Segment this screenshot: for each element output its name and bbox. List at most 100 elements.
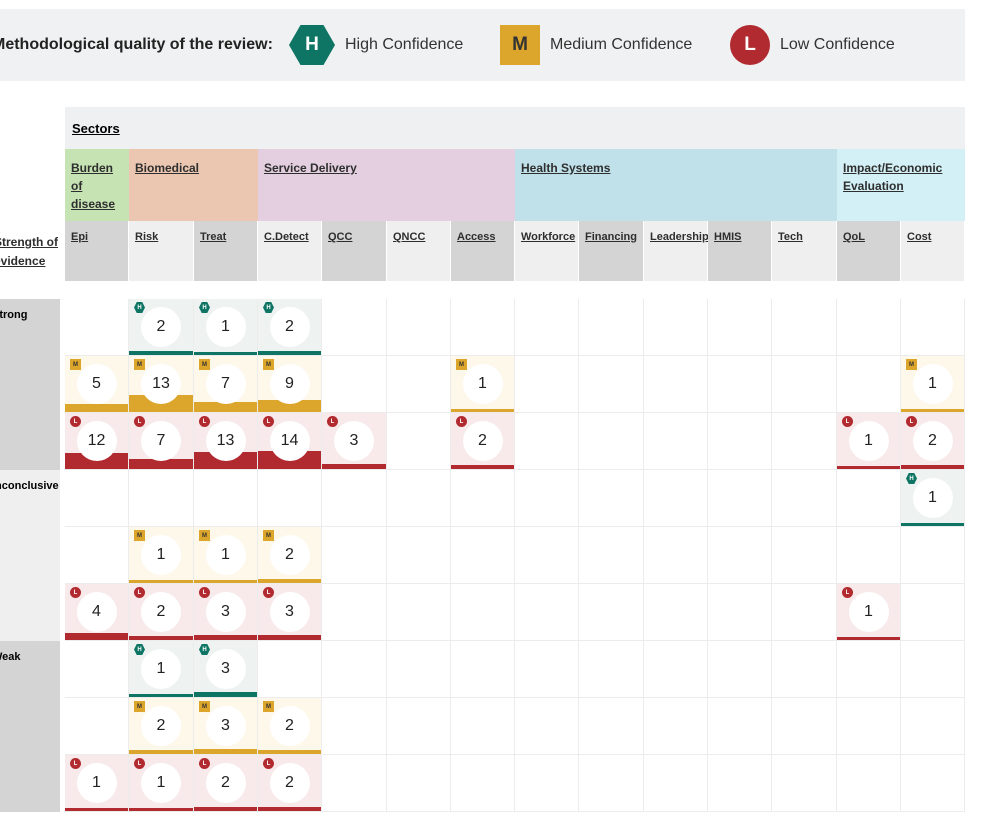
sector-header[interactable]: Burden of disease xyxy=(65,149,129,221)
column-header[interactable]: Workforce xyxy=(515,221,579,281)
review-count-bubble[interactable]: 1 xyxy=(912,364,953,404)
sector-header-label[interactable]: Health Systems xyxy=(521,161,611,175)
evidence-cell[interactable]: M 13 xyxy=(129,356,194,413)
column-header-label[interactable]: Cost xyxy=(907,231,932,243)
review-count-bubble[interactable]: 4 xyxy=(76,592,117,632)
review-count-bubble[interactable]: 1 xyxy=(462,364,503,404)
sectors-header-label[interactable]: Sectors xyxy=(72,121,120,136)
review-count-bubble[interactable]: 3 xyxy=(269,592,310,632)
column-header-label[interactable]: QCC xyxy=(328,231,353,243)
review-count-bubble[interactable]: 13 xyxy=(205,421,246,461)
column-header[interactable]: Cost xyxy=(901,221,965,281)
strength-group-label-text[interactable]: Inconclusive xyxy=(0,480,59,492)
review-count-bubble[interactable]: 7 xyxy=(205,364,246,404)
review-count-bubble[interactable]: 1 xyxy=(141,763,181,803)
review-count-bubble[interactable]: 2 xyxy=(269,535,310,575)
sector-header-label[interactable]: Service Delivery xyxy=(264,161,357,175)
review-count-bubble[interactable]: 1 xyxy=(848,421,889,461)
review-count-bubble[interactable]: 2 xyxy=(462,421,503,461)
review-count-bubble[interactable]: 3 xyxy=(205,706,246,746)
column-header-label[interactable]: HMIS xyxy=(714,231,742,243)
review-count-bubble[interactable]: 7 xyxy=(141,421,181,461)
column-header-label[interactable]: Leadership xyxy=(650,231,709,243)
review-count-bubble[interactable]: 14 xyxy=(269,421,310,461)
strength-group-label[interactable]: Inconclusive xyxy=(0,470,60,641)
column-header-label[interactable]: Financing xyxy=(585,231,637,243)
column-header[interactable]: QoL xyxy=(837,221,901,281)
review-count-bubble[interactable]: 2 xyxy=(912,421,953,461)
column-header-label[interactable]: Workforce xyxy=(521,231,576,243)
column-header[interactable]: Epi xyxy=(65,221,129,281)
column-header[interactable]: Leadership xyxy=(644,221,709,281)
sector-header[interactable]: Service Delivery xyxy=(258,149,515,221)
strength-group-label-text[interactable]: Weak xyxy=(0,651,21,663)
column-header[interactable]: Risk xyxy=(129,221,194,281)
sector-header[interactable]: Impact/Economic Evaluation xyxy=(837,149,965,221)
strength-group-label-text[interactable]: Strong xyxy=(0,309,28,321)
column-header-label[interactable]: Tech xyxy=(778,231,803,243)
review-count-bubble[interactable]: 1 xyxy=(205,307,246,347)
review-count-bubble[interactable]: 2 xyxy=(269,763,310,803)
column-header-label[interactable]: Access xyxy=(457,231,496,243)
column-header-label[interactable]: C.Detect xyxy=(264,231,309,243)
column-header[interactable]: Treat xyxy=(194,221,258,281)
review-count-bubble[interactable]: 1 xyxy=(141,649,181,689)
column-header[interactable]: QNCC xyxy=(387,221,451,281)
strength-header-label[interactable]: Strength of evidence xyxy=(0,235,58,268)
review-count-bubble[interactable]: 3 xyxy=(205,592,246,632)
review-count-bubble[interactable]: 5 xyxy=(76,364,117,404)
sector-header-label[interactable]: Biomedical xyxy=(135,161,200,175)
column-header[interactable]: QCC xyxy=(322,221,387,281)
review-count-bubble[interactable]: 2 xyxy=(141,706,181,746)
review-count-bubble[interactable]: 3 xyxy=(205,649,246,689)
column-header-label[interactable]: Epi xyxy=(71,231,89,243)
review-count-bubble[interactable]: 12 xyxy=(76,421,117,461)
review-count-bubble[interactable]: 2 xyxy=(141,592,181,632)
review-count-bubble[interactable]: 3 xyxy=(334,421,374,461)
column-header[interactable]: Tech xyxy=(772,221,837,281)
strength-header[interactable]: Strength of evidence xyxy=(0,233,64,271)
review-count-bubble[interactable]: 1 xyxy=(912,478,953,518)
review-count-bubble[interactable]: 2 xyxy=(141,307,181,347)
column-header-label[interactable]: Risk xyxy=(135,231,159,243)
column-header[interactable]: HMIS xyxy=(708,221,772,281)
review-count-bubble[interactable]: 9 xyxy=(269,364,310,404)
column-header[interactable]: C.Detect xyxy=(258,221,322,281)
review-count-bubble[interactable]: 1 xyxy=(141,535,181,575)
column-header-label[interactable]: QoL xyxy=(843,231,865,243)
review-count-bubble[interactable]: 2 xyxy=(269,706,310,746)
strength-group-label[interactable]: Weak xyxy=(0,641,60,812)
review-count-bubble[interactable]: 2 xyxy=(205,763,246,803)
evidence-cell[interactable]: L 13 xyxy=(194,413,258,470)
column-header[interactable]: Access xyxy=(451,221,515,281)
sector-header-label[interactable]: Impact/Economic Evaluation xyxy=(843,161,943,193)
review-count-bubble[interactable]: 13 xyxy=(141,364,181,404)
review-count-bubble[interactable]: 2 xyxy=(269,307,310,347)
